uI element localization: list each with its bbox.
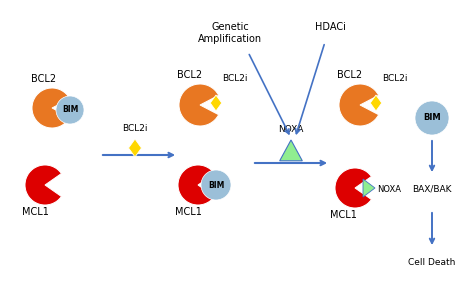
- Text: BIM: BIM: [423, 114, 441, 122]
- Text: MCL1: MCL1: [174, 207, 201, 217]
- Circle shape: [415, 101, 449, 135]
- Wedge shape: [25, 165, 62, 205]
- Text: BCL2i: BCL2i: [122, 124, 148, 133]
- Polygon shape: [128, 139, 141, 157]
- Polygon shape: [363, 179, 375, 197]
- Text: BIM: BIM: [62, 105, 78, 114]
- Text: NOXA: NOXA: [377, 185, 401, 195]
- Text: BCL2: BCL2: [337, 70, 363, 80]
- Wedge shape: [178, 165, 214, 205]
- Text: BCL2: BCL2: [177, 70, 202, 80]
- Text: BIM: BIM: [208, 181, 224, 190]
- Text: HDACi: HDACi: [315, 22, 346, 32]
- Circle shape: [56, 96, 84, 124]
- Polygon shape: [370, 95, 382, 111]
- Wedge shape: [179, 84, 219, 126]
- Text: BCL2: BCL2: [31, 74, 56, 84]
- Polygon shape: [210, 95, 222, 111]
- Text: MCL1: MCL1: [329, 210, 356, 220]
- Text: Cell Death: Cell Death: [408, 258, 456, 267]
- Text: Genetic
Amplification: Genetic Amplification: [198, 22, 262, 44]
- Text: BCL2i: BCL2i: [382, 74, 408, 83]
- Text: BAX/BAK: BAX/BAK: [412, 185, 452, 194]
- Circle shape: [201, 170, 231, 200]
- Text: NOXA: NOXA: [278, 125, 304, 134]
- Wedge shape: [339, 84, 379, 126]
- Text: BCL2i: BCL2i: [222, 74, 247, 83]
- Wedge shape: [32, 88, 70, 128]
- Text: MCL1: MCL1: [21, 207, 48, 217]
- Wedge shape: [335, 168, 372, 208]
- Polygon shape: [280, 140, 302, 161]
